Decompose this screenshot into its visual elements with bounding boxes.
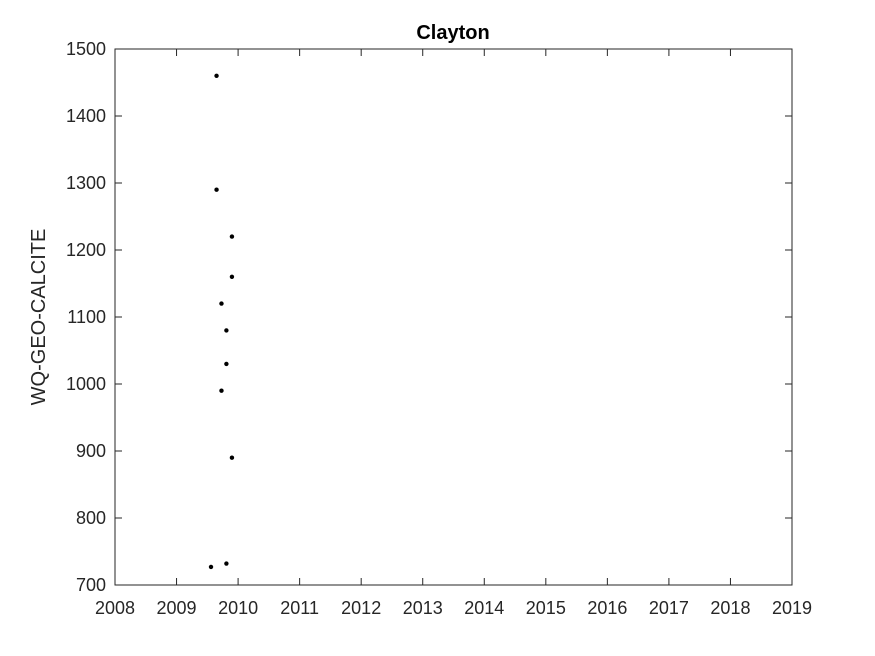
x-tick-label: 2015 bbox=[526, 598, 566, 618]
data-point bbox=[214, 187, 219, 192]
x-tick-label: 2012 bbox=[341, 598, 381, 618]
data-point bbox=[219, 388, 224, 393]
y-axis: 700 800 900 1000 1100 1200 1300 1400 1500 bbox=[66, 39, 792, 595]
y-tick-label: 900 bbox=[76, 441, 106, 461]
x-tick-label: 2010 bbox=[218, 598, 258, 618]
data-point bbox=[224, 328, 229, 333]
x-axis: 2008 2009 2010 2011 2012 2013 2014 2015 2016 2017… bbox=[95, 49, 812, 618]
x-tick-label: 2017 bbox=[649, 598, 689, 618]
y-tick-label: 1400 bbox=[66, 106, 106, 126]
y-tick-label: 800 bbox=[76, 508, 106, 528]
y-tick-label: 1300 bbox=[66, 173, 106, 193]
y-tick-label: 700 bbox=[76, 575, 106, 595]
data-point bbox=[229, 234, 235, 239]
chart-title: Clayton bbox=[416, 22, 489, 44]
data-point bbox=[224, 361, 229, 367]
y-tick-label: 1000 bbox=[66, 374, 106, 394]
x-tick-label: 2009 bbox=[157, 598, 197, 618]
y-tick-label: 1500 bbox=[66, 39, 106, 59]
y-axis-label: WQ-GEO-CALCITE bbox=[28, 229, 50, 406]
y-tick-label: 1100 bbox=[67, 307, 106, 327]
data-point bbox=[224, 561, 229, 566]
data-point bbox=[229, 274, 235, 279]
plot-area bbox=[114, 48, 793, 586]
x-tick-label: 2011 bbox=[280, 598, 319, 618]
x-tick-label: 2019 bbox=[772, 598, 812, 618]
x-tick-label: 2008 bbox=[95, 598, 135, 618]
data-point bbox=[208, 564, 214, 570]
x-tick-label: 2016 bbox=[587, 598, 627, 618]
x-tick-label: 2014 bbox=[464, 598, 504, 618]
data-point bbox=[229, 455, 235, 460]
x-tick-label: 2018 bbox=[710, 598, 750, 618]
data-point bbox=[219, 301, 224, 306]
data-points bbox=[208, 73, 235, 570]
y-tick-label: 1200 bbox=[66, 240, 106, 260]
data-point bbox=[214, 73, 219, 79]
x-tick-label: 2013 bbox=[403, 598, 443, 618]
